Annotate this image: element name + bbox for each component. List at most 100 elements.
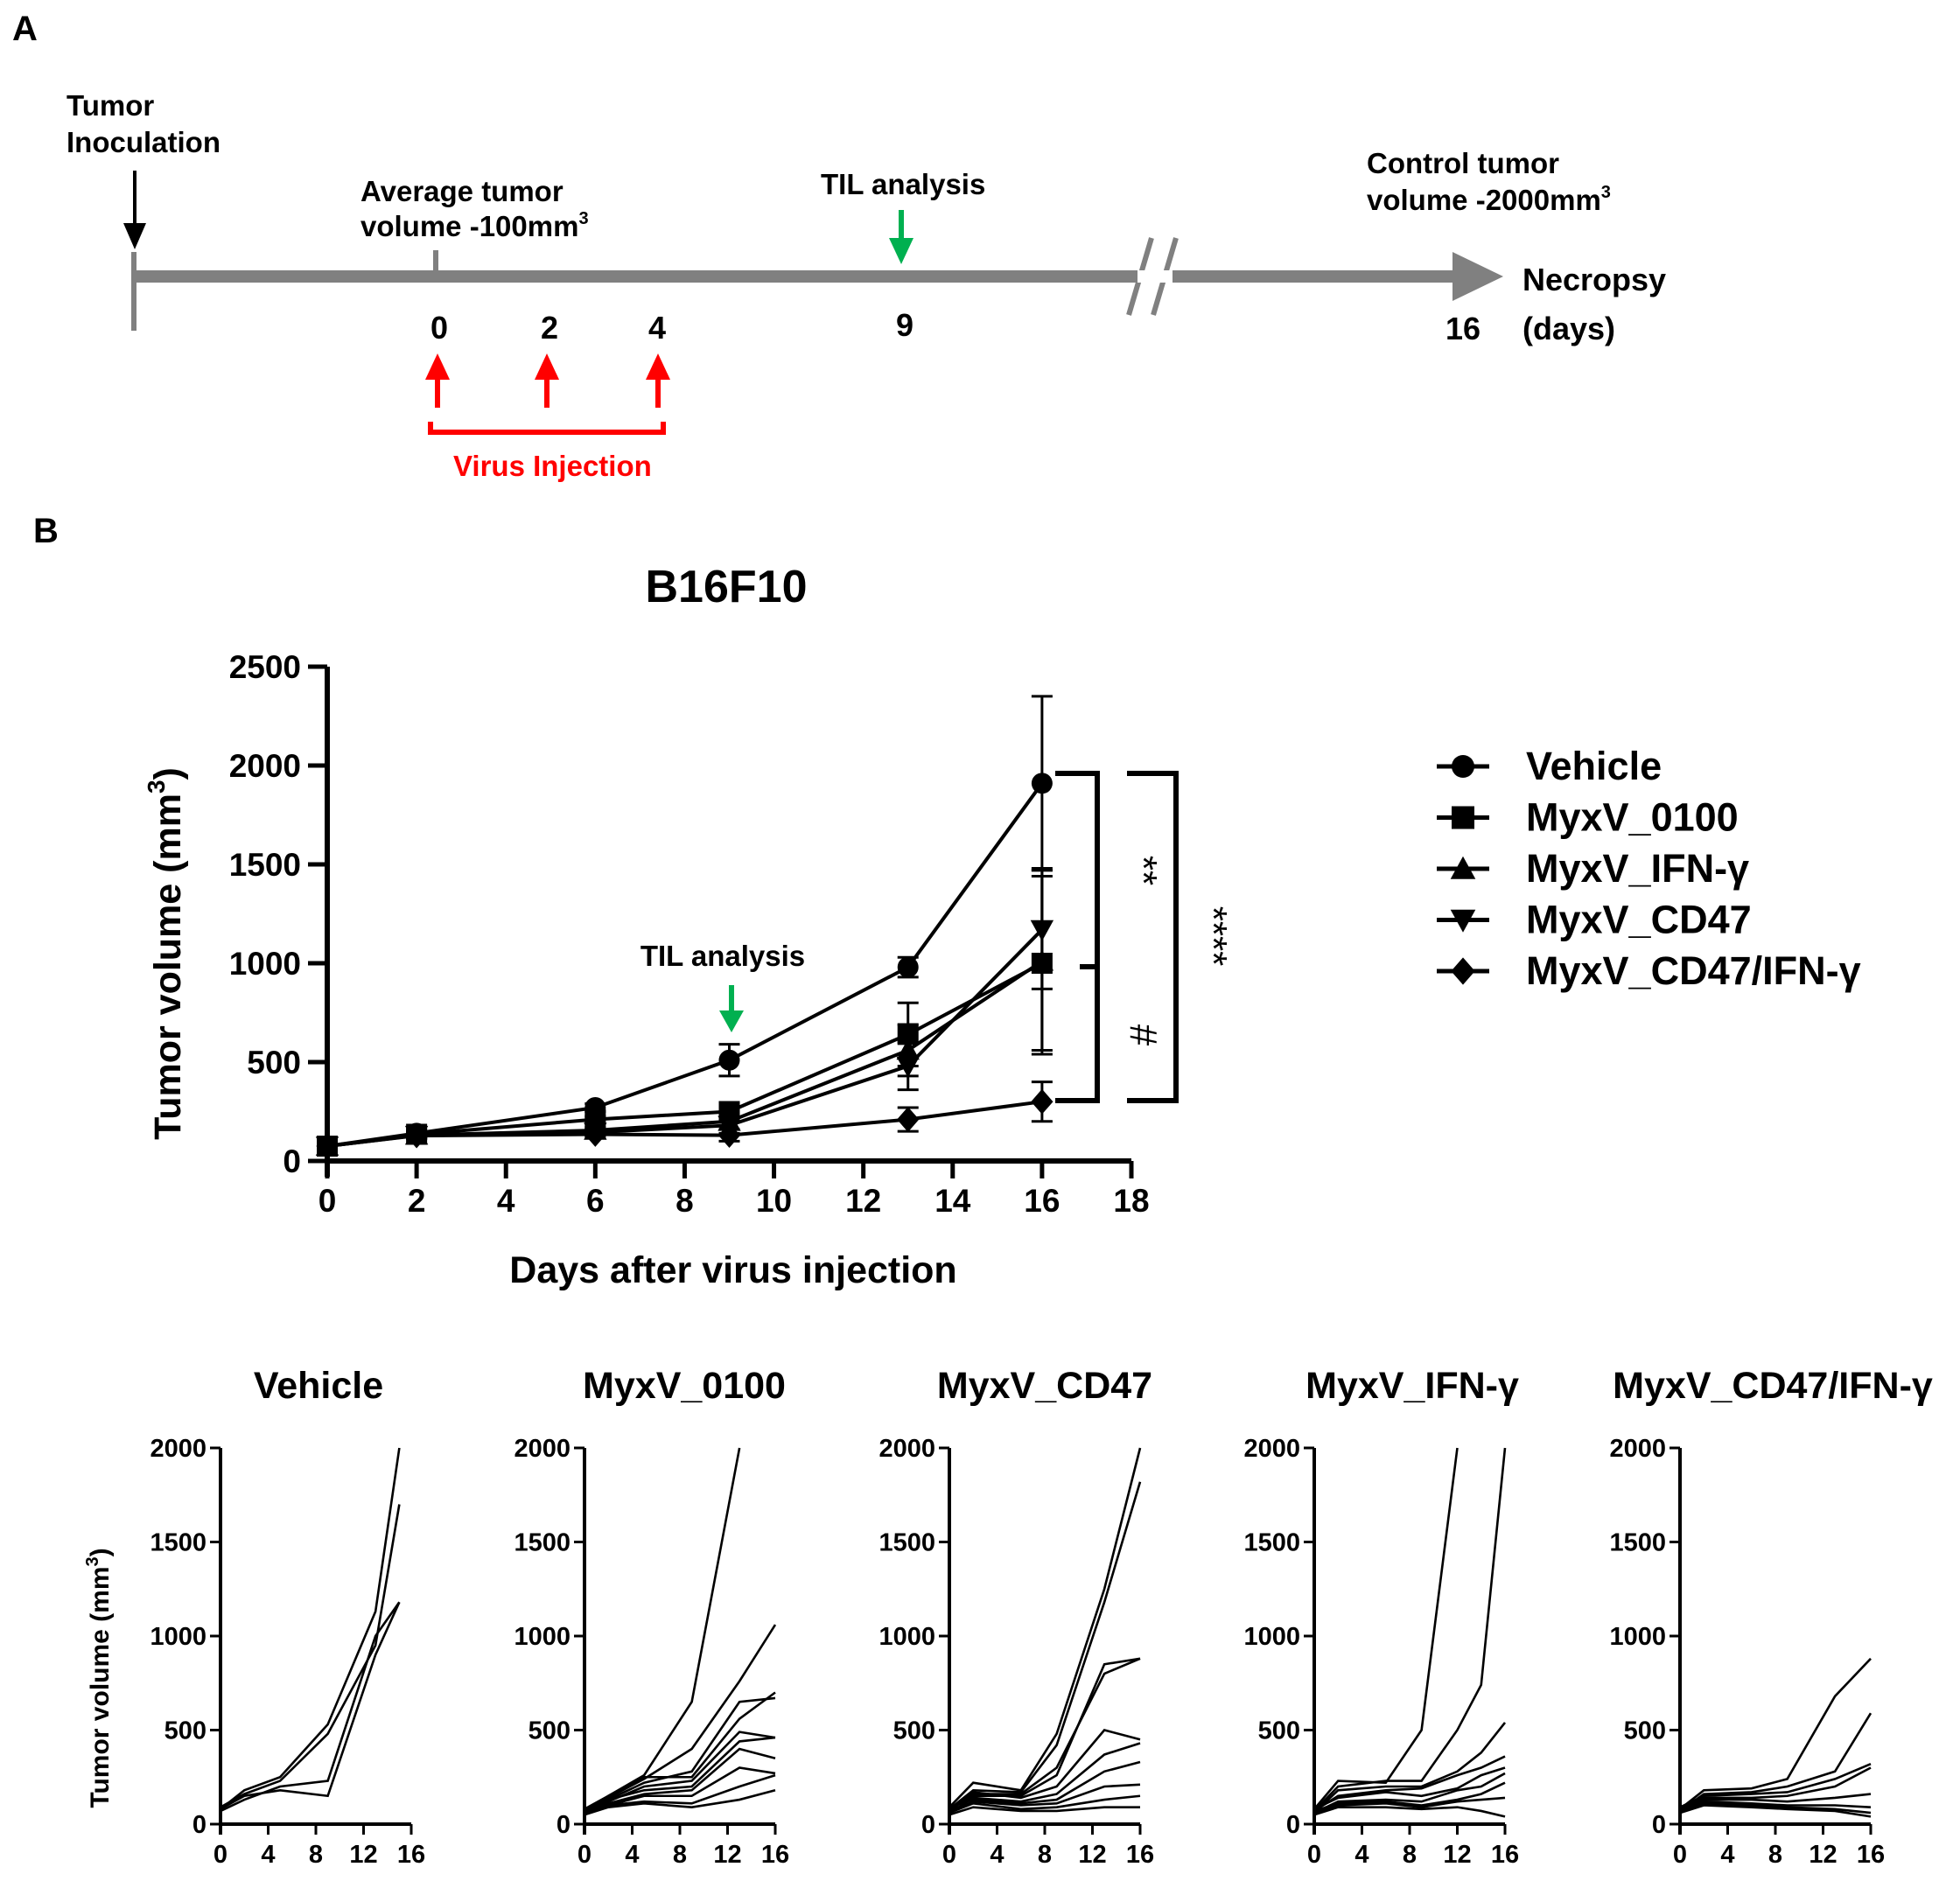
small-x-tick-label: 12: [1443, 1841, 1471, 1869]
small-x-tick-label: 4: [261, 1841, 275, 1869]
small-series-line: [1679, 1766, 1872, 1810]
small-series-line: [1313, 1781, 1506, 1813]
small-x-tick-label: 4: [625, 1841, 639, 1869]
injection-arrow-icon-4: [646, 353, 670, 380]
legend-label: MyxV_0100: [1526, 795, 1739, 840]
control-tumor-label: Control tumor: [1367, 147, 1559, 179]
timeline-tick-9: 9: [896, 307, 914, 343]
small-x-tick-label: 0: [214, 1841, 228, 1869]
small-series-line: [1313, 1766, 1506, 1810]
small-y-tick-label: 1000: [1609, 1623, 1666, 1651]
small-y-tick-label: 500: [164, 1717, 206, 1745]
main-data-point: [1030, 920, 1054, 941]
small-y-tick-label: 2000: [1609, 1435, 1666, 1463]
timeline-arrowhead-icon: [1452, 252, 1503, 301]
small-x-tick-label: 8: [1038, 1841, 1052, 1869]
main-data-point: [316, 1133, 339, 1159]
small-series-line: [584, 1773, 776, 1815]
small-x-tick-label: 4: [1354, 1841, 1368, 1869]
timeline-tick-4: 4: [648, 310, 666, 346]
small-series-line: [220, 1601, 401, 1813]
days-label: (days): [1522, 311, 1615, 346]
main-data-point: [405, 1122, 428, 1149]
small-y-tick-label: 1000: [1243, 1623, 1300, 1651]
small-series-line: [1313, 1722, 1507, 1815]
main-y-axis-title: Tumor volume (mm3): [143, 767, 189, 1140]
main-data-point: [584, 1122, 606, 1147]
legend-label: Vehicle: [1526, 744, 1662, 788]
panel-label-a: A: [12, 10, 38, 48]
small-series-line: [1679, 1657, 1872, 1810]
til-arrow-icon: [889, 238, 914, 264]
inoculation-arrow-icon: [123, 223, 146, 249]
timeline-tick-16: 16: [1446, 311, 1480, 346]
small-plot-2: MyxV_0100 0 500 1000 1500 2000 0 4 8 12 16: [514, 1365, 789, 1869]
small-y-tick-label: 500: [528, 1717, 570, 1745]
small-x-tick-label: 0: [1673, 1841, 1687, 1869]
main-y-tick-label: 0: [283, 1143, 301, 1179]
small-y-tick-label: 1500: [514, 1529, 570, 1557]
small-y-tick-label: 1000: [878, 1623, 935, 1651]
main-x-tick-label: 4: [497, 1183, 515, 1219]
main-x-tick-label: 8: [676, 1183, 694, 1219]
legend: Vehicle MyxV_0100 MyxV_IFN-γ MyxV_CD47 MyxV_…: [1437, 744, 1861, 993]
main-x-tick-label: 16: [1024, 1183, 1060, 1219]
til-label: TIL analysis: [821, 168, 985, 200]
small-plot-title: MyxV_CD47/IFN-γ: [1613, 1365, 1933, 1407]
small-y-tick-label: 1500: [1609, 1529, 1666, 1557]
small-series-line: [584, 1789, 776, 1816]
small-series-line: [948, 1794, 1141, 1815]
main-data-point: [897, 1107, 920, 1132]
small-series-line: [1679, 1793, 1872, 1813]
small-series-line: [948, 1729, 1141, 1812]
circle-legend-icon: [1452, 755, 1474, 778]
small-x-tick-label: 16: [397, 1841, 425, 1869]
small-series-line: [948, 1447, 1142, 1808]
injection-bracket: [428, 422, 666, 435]
legend-label: MyxV_CD47: [1526, 898, 1752, 942]
main-series-line: [326, 960, 1043, 1149]
small-x-tick-label: 12: [1809, 1841, 1837, 1869]
small-y-tick-label: 0: [921, 1811, 935, 1839]
small-y-tick-label: 0: [192, 1811, 206, 1839]
small-y-tick-label: 1500: [150, 1529, 206, 1557]
small-y-tick-label: 2000: [514, 1435, 570, 1463]
small-y-tick-label: 1000: [150, 1623, 206, 1651]
small-series-line: [1679, 1800, 1872, 1815]
injection-arrow-icon-0: [425, 353, 450, 380]
small-x-tick-label: 16: [761, 1841, 789, 1869]
small-y-tick-label: 1000: [514, 1623, 570, 1651]
square-legend-icon: [1452, 806, 1474, 829]
main-data-point: [1031, 1088, 1054, 1115]
small-y-tick-label: 500: [1258, 1717, 1300, 1745]
small-x-tick-label: 16: [1126, 1841, 1154, 1869]
main-y-tick-label: 1000: [229, 946, 301, 982]
sig-outer-stars: ****: [1192, 906, 1235, 967]
main-chart-title: B16F10: [646, 562, 808, 612]
main-x-axis-title: Days after virus injection: [509, 1249, 956, 1291]
sig-inner-stars: **: [1122, 856, 1165, 885]
sig-hash: #: [1122, 1024, 1165, 1046]
small-plot-5: MyxV_CD47/IFN-γ 0 500 1000 1500 2000 0 4 8 12 16: [1609, 1365, 1932, 1869]
panel-label-b: B: [33, 512, 59, 550]
diamond-legend-icon: [1451, 957, 1475, 985]
small-x-tick-label: 12: [713, 1841, 741, 1869]
small-x-tick-label: 0: [1307, 1841, 1321, 1869]
small-x-tick-label: 0: [942, 1841, 956, 1869]
small-plot-1: Vehicle 0 500 1000 1500 2000 0 4 8 12 16: [150, 1365, 425, 1869]
small-plot-3: MyxV_CD47 0 500 1000 1500 2000 0 4 8 12 16: [878, 1365, 1154, 1869]
small-x-tick-label: 8: [1768, 1841, 1782, 1869]
main-x-tick-label: 14: [934, 1183, 971, 1219]
small-series-line: [948, 1783, 1141, 1813]
small-series-line: [220, 1601, 401, 1810]
small-series-line: [1679, 1802, 1872, 1815]
small-series-line: [1313, 1755, 1506, 1813]
main-y-tick-label: 500: [247, 1045, 301, 1080]
small-series-line: [1313, 1447, 1459, 1810]
main-x-tick-label: 2: [408, 1183, 426, 1219]
small-y-tick-label: 500: [1624, 1717, 1666, 1745]
main-til-label: TIL analysis: [640, 940, 805, 972]
small-series-line: [584, 1691, 776, 1815]
small-series-line: [948, 1806, 1140, 1816]
